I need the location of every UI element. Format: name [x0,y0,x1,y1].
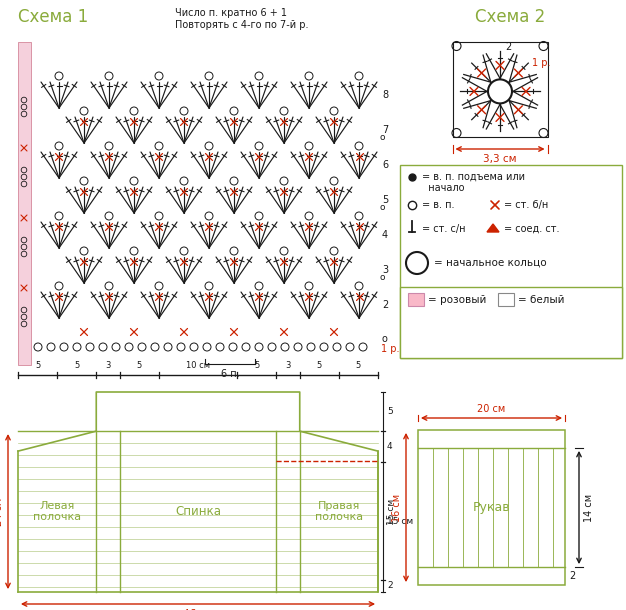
Text: 2: 2 [569,571,575,581]
Text: 7: 7 [382,125,388,135]
Text: 2: 2 [505,42,511,52]
Text: 6: 6 [382,160,388,170]
Bar [400,165,622,358]
Bar [400,287,622,358]
Text: 2: 2 [387,581,393,590]
Bar [18,42,31,365]
Text: = белый: = белый [518,295,565,305]
Text: 1 р.: 1 р. [381,344,399,354]
Text: 3: 3 [382,265,388,275]
Text: o: o [380,273,386,282]
Text: 3: 3 [105,361,111,370]
Text: Правая
полочка: Правая полочка [315,501,363,522]
Text: 5: 5 [35,361,40,370]
Text: = ст. с/н: = ст. с/н [422,224,466,234]
Text: 3: 3 [285,361,290,370]
Text: 5: 5 [254,361,259,370]
Text: = начальное кольцо: = начальное кольцо [434,258,546,268]
Text: Схема 1: Схема 1 [18,8,88,26]
Text: Число п. кратно 6 + 1
Повторять с 4-го по 7-й р.: Число п. кратно 6 + 1 Повторять с 4-го п… [175,8,309,30]
Text: 2: 2 [382,300,388,310]
Bar [453,42,548,137]
Text: Схема 2: Схема 2 [475,8,545,26]
Text: = соед. ст.: = соед. ст. [504,224,560,234]
Text: = розовый: = розовый [428,295,486,305]
Text: 5: 5 [74,361,80,370]
Text: 5: 5 [317,361,322,370]
Bar [408,293,424,306]
Text: 15 см: 15 см [387,517,413,526]
Text: 46 см: 46 см [183,609,213,610]
Text: 4: 4 [382,230,388,240]
Text: Левая
полочка: Левая полочка [33,501,81,522]
Bar [498,293,514,306]
Text: Рукав: Рукав [473,501,510,514]
Text: 5: 5 [382,195,388,205]
Text: 24 см: 24 см [0,497,4,526]
Text: Спинка: Спинка [175,505,221,518]
Text: 20 см: 20 см [478,404,506,414]
Text: 5: 5 [136,361,142,370]
Text: = ст. б/н: = ст. б/н [504,200,548,210]
Text: 15 см: 15 см [387,498,396,525]
Text: 14 см: 14 см [584,493,594,522]
Text: = в. п. подъема или: = в. п. подъема или [422,172,525,182]
Text: 4: 4 [387,442,393,451]
Text: начало: начало [422,183,464,193]
Text: = в. п.: = в. п. [422,200,454,210]
Text: 10 см: 10 см [186,361,210,370]
Text: 8: 8 [382,90,388,100]
Text: 16 см: 16 см [392,493,402,522]
Text: o: o [380,134,386,143]
Text: 5: 5 [387,407,393,416]
Polygon shape [487,224,499,232]
Bar [418,430,565,585]
Text: o: o [381,334,387,344]
Text: 1 р.: 1 р. [532,58,550,68]
Text: 5: 5 [356,361,361,370]
Text: o: o [380,204,386,212]
Text: 3,3 см: 3,3 см [483,154,516,164]
Text: 6 п.: 6 п. [221,369,239,379]
